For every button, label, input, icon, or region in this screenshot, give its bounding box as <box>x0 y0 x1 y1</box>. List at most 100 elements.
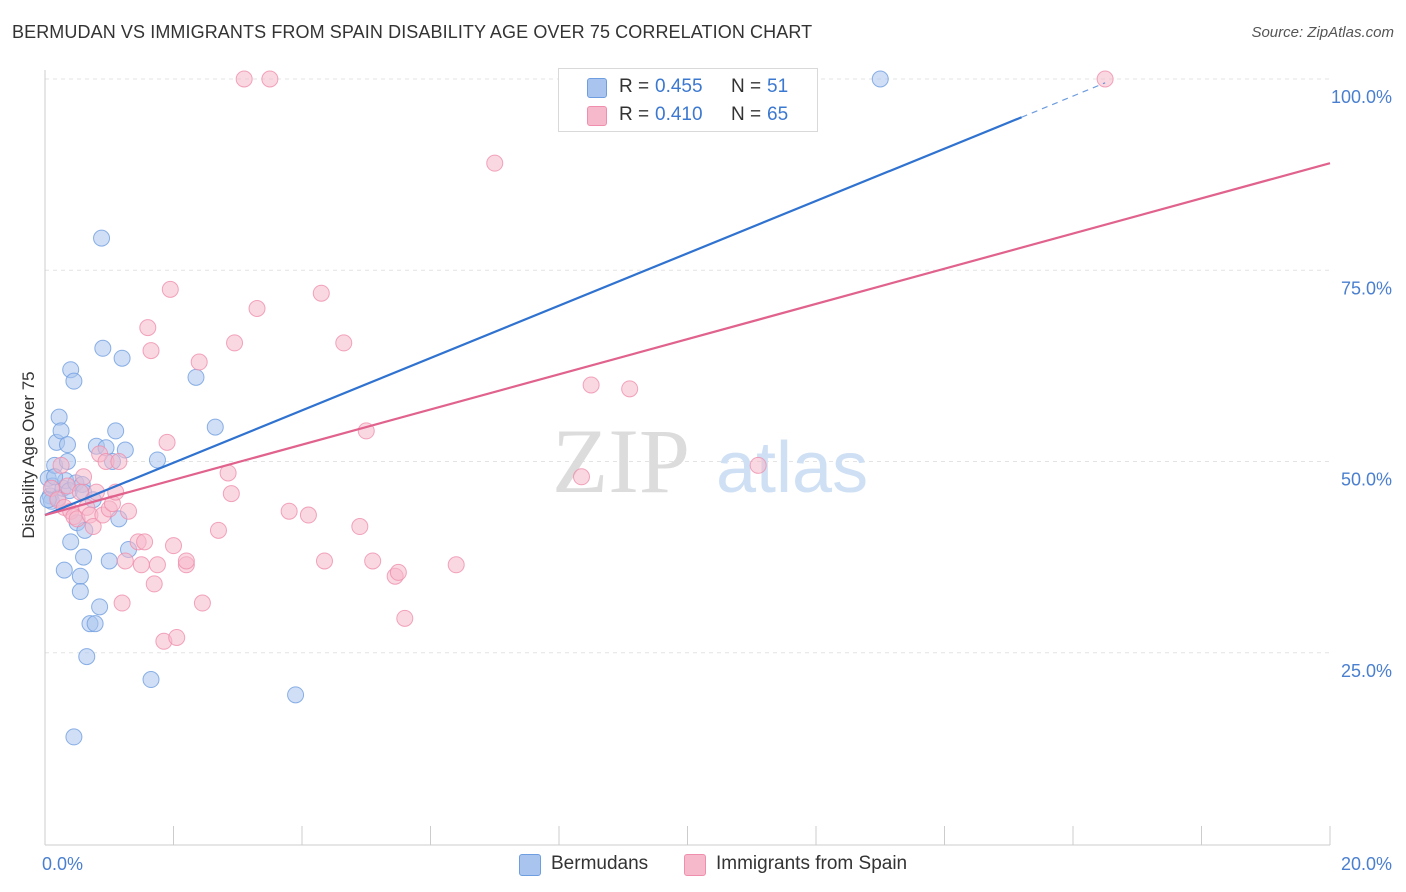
r-value: 0.455 <box>655 76 703 97</box>
spain-point <box>136 533 154 551</box>
legend-label: Immigrants from Spain <box>716 853 908 874</box>
spain-point <box>396 609 414 627</box>
spain-point <box>248 300 266 317</box>
series-legend: Bermudans Immigrants from Spain <box>0 852 1406 878</box>
spain-point <box>165 537 182 555</box>
stats-legend: R = 0.455 N = 51 R = 0.410 N = 65 <box>558 68 818 132</box>
x-tick-label: 20.0% <box>1341 854 1392 874</box>
n-label: N = <box>731 104 762 125</box>
bermudans-point <box>113 349 131 367</box>
bermudans-point <box>91 598 109 616</box>
spain-point <box>148 556 166 574</box>
bermudans-point <box>871 70 889 88</box>
y-tick-label: 100.0% <box>1331 87 1392 107</box>
n-value: 51 <box>767 76 789 97</box>
spain-point <box>132 556 150 574</box>
spain-point <box>139 319 157 337</box>
spain-point <box>161 280 179 298</box>
bermudans-trend-line <box>44 116 1023 517</box>
y-tick-label: 50.0% <box>1341 470 1392 490</box>
spain-point <box>1096 70 1114 88</box>
bermudans-point <box>58 436 76 454</box>
grid-lines <box>45 78 1330 654</box>
bermudans-point <box>71 583 89 601</box>
spain-trend-line <box>44 162 1331 517</box>
r-label: R = <box>619 104 650 125</box>
data-points <box>39 70 1114 746</box>
axes <box>44 70 1331 846</box>
bermudans-point <box>78 648 96 666</box>
bermudans-legend-swatch <box>519 854 541 876</box>
tick-labels: 25.0% 50.0% 75.0% 100.0% 0.0% 20.0% <box>42 87 1392 874</box>
spain-point <box>120 502 138 520</box>
y-axis-label: Disability Age Over 75 <box>19 371 38 538</box>
bermudans-point <box>52 422 70 440</box>
bermudans-point <box>287 686 305 704</box>
spain-point <box>486 154 504 172</box>
spain-point <box>582 376 600 394</box>
spain-swatch <box>587 106 607 126</box>
bermudans-point <box>206 418 224 436</box>
spain-point <box>299 506 317 524</box>
spain-point <box>110 453 128 470</box>
r-value: 0.410 <box>655 104 703 125</box>
watermark-atlas: atlas <box>716 428 868 508</box>
spain-point <box>364 552 382 570</box>
n-label: N = <box>731 76 762 97</box>
n-value: 65 <box>767 104 789 125</box>
spain-point <box>280 502 298 520</box>
spain-point <box>447 556 465 574</box>
spain-point <box>351 518 369 536</box>
chart-title: BERMUDAN VS IMMIGRANTS FROM SPAIN DISABI… <box>12 22 813 42</box>
trend-lines <box>44 82 1331 517</box>
spain-point <box>190 353 208 371</box>
x-tick-label: 0.0% <box>42 854 83 874</box>
bermudans-point <box>86 615 104 633</box>
bermudans-point <box>100 552 118 570</box>
spain-legend-swatch <box>684 854 706 876</box>
spain-point <box>193 594 211 612</box>
spain-point <box>142 342 160 360</box>
spain-point <box>261 70 279 88</box>
spain-point <box>312 284 330 302</box>
spain-point <box>75 468 93 486</box>
spain-point <box>168 628 186 646</box>
y-tick-label: 25.0% <box>1341 661 1392 681</box>
source-label: Source: ZipAtlas.com <box>1251 24 1394 41</box>
legend-label: Bermudans <box>551 853 649 874</box>
spain-point <box>749 456 767 474</box>
bermudans-point <box>93 229 111 247</box>
spain-point <box>315 552 333 570</box>
spain-point <box>335 334 353 352</box>
bermudans-point <box>148 451 166 469</box>
spain-point <box>145 575 163 593</box>
bermudans-point <box>55 561 73 579</box>
spain-point <box>113 594 131 612</box>
bermudans-trend-extension <box>1021 82 1106 118</box>
spain-point <box>389 563 407 581</box>
watermark: ZIP atlas <box>552 410 868 512</box>
spain-point <box>621 380 639 398</box>
bermudans-point <box>107 422 125 440</box>
stats-row-spain: R = 0.410 N = 65 <box>559 100 817 130</box>
bermudans-point <box>65 372 83 390</box>
bermudans-point <box>94 339 112 357</box>
spain-point <box>235 70 253 88</box>
spain-point <box>52 456 70 474</box>
spain-point <box>209 521 227 539</box>
spain-point <box>116 552 134 570</box>
spain-point <box>222 485 240 503</box>
spain-point <box>572 468 590 486</box>
bermudans-point <box>142 671 160 689</box>
spain-point <box>177 552 195 570</box>
r-label: R = <box>619 76 650 97</box>
bermudans-point <box>75 548 93 566</box>
bermudans-point <box>71 567 89 585</box>
spain-point <box>158 433 176 451</box>
spain-point <box>226 334 244 352</box>
watermark-zip: ZIP <box>552 410 690 512</box>
bermudans-point <box>62 533 80 551</box>
y-tick-label: 75.0% <box>1341 278 1392 298</box>
stats-row-bermudans: R = 0.455 N = 51 <box>559 72 817 102</box>
